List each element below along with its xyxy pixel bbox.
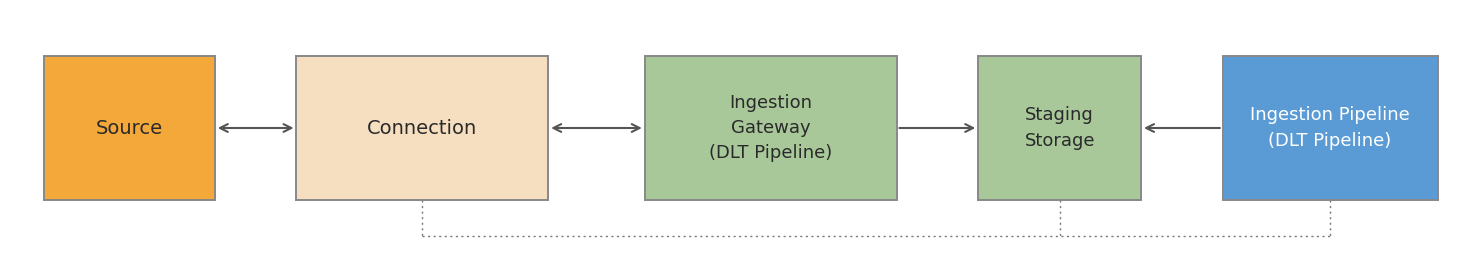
FancyBboxPatch shape	[296, 56, 548, 200]
Text: Staging
Storage: Staging Storage	[1024, 106, 1095, 150]
FancyBboxPatch shape	[1223, 56, 1438, 200]
FancyBboxPatch shape	[978, 56, 1141, 200]
Text: Ingestion
Gateway
(DLT Pipeline): Ingestion Gateway (DLT Pipeline)	[708, 94, 833, 162]
FancyBboxPatch shape	[645, 56, 897, 200]
FancyBboxPatch shape	[44, 56, 215, 200]
Text: Ingestion Pipeline
(DLT Pipeline): Ingestion Pipeline (DLT Pipeline)	[1251, 106, 1409, 150]
Text: Source: Source	[96, 119, 163, 137]
Text: Connection: Connection	[368, 119, 477, 137]
